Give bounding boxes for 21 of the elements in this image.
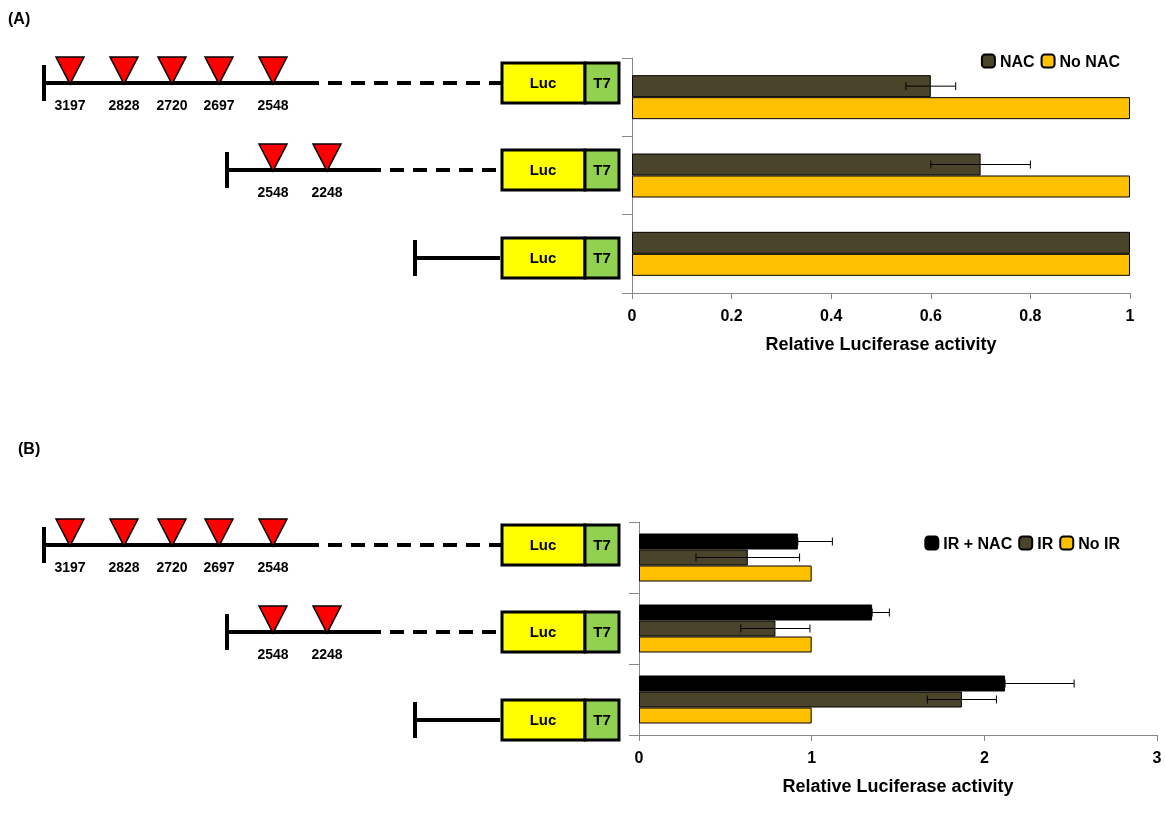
legend-label: IR [1037,534,1054,552]
x-tick-label: 3 [1152,748,1162,766]
construct-diagram: Luc T7 3197 2828 2720 2697 2548 Luc T7 2548 2248 Luc T7 [42,518,621,742]
x-tick-label: 0 [634,748,644,766]
text: (B) [18,440,41,457]
construct-diagram: Luc T7 3197 2828 2720 2697 2548 Luc T7 2548 2248 Luc T7 [42,56,621,280]
x-tick-label: 0.6 [919,306,943,324]
legend-label: No NAC [1059,52,1121,70]
x-tick-label: 1 [807,748,817,766]
legend-label: IR + NAC [943,534,1013,552]
x-axis-title: Relative Luciferase activity [782,776,1014,796]
x-tick-label: 2 [979,748,989,766]
text: (A) [8,10,31,27]
x-tick-label: 1 [1125,306,1135,324]
legend-label: NAC [999,52,1036,70]
x-axis-title: Relative Luciferase activity [765,334,997,354]
x-tick-label: 0.2 [720,306,743,324]
x-tick-label: 0.8 [1019,306,1042,324]
legend-label: No IR [1078,534,1121,552]
x-tick-label: 0 [627,306,637,324]
x-tick-label: 0.4 [820,306,843,324]
